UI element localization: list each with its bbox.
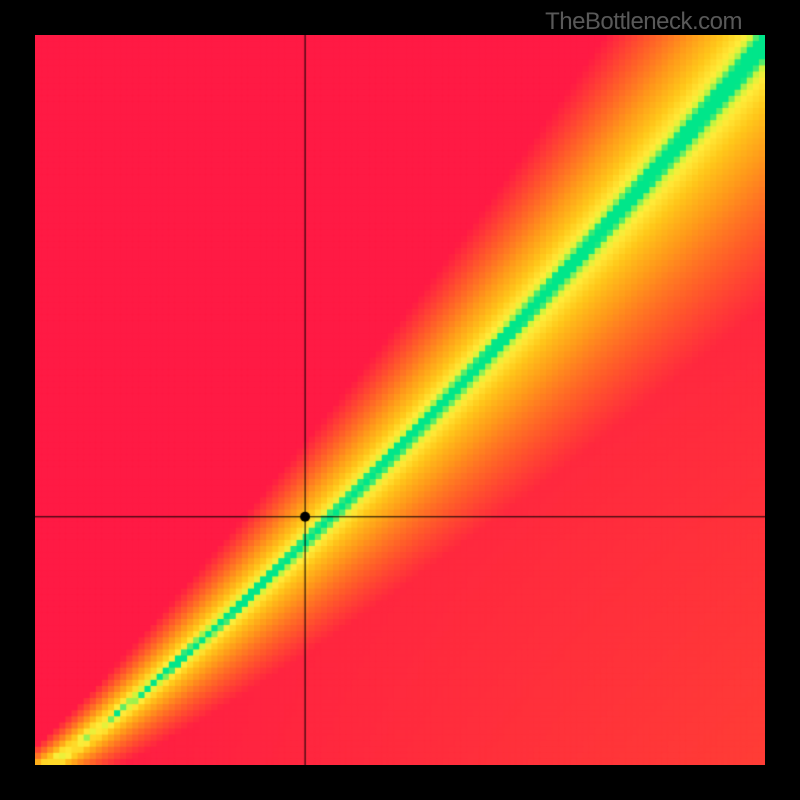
chart-container: TheBottleneck.com	[0, 0, 800, 800]
heatmap-canvas	[35, 35, 765, 765]
plot-area	[35, 35, 765, 765]
watermark-label: TheBottleneck.com	[545, 8, 742, 36]
